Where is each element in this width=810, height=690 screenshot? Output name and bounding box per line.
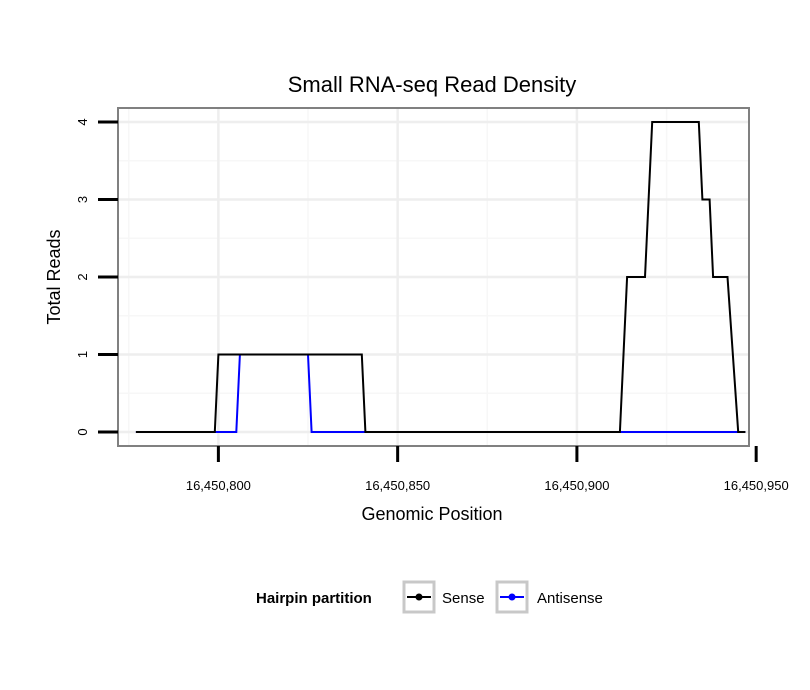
y-tick-label: 0 [75,428,90,435]
chart-title: Small RNA-seq Read Density [288,72,577,97]
legend-item-sense: Sense [402,580,485,614]
legend-item-antisense: Antisense [495,580,603,614]
x-tick-label: 16,450,950 [724,478,789,493]
legend-title: Hairpin partition [256,590,372,607]
y-tick-label: 2 [75,273,90,280]
y-tick-label: 1 [75,351,90,358]
y-axis: 0 1 2 3 4 [75,118,118,436]
y-axis-title: Total Reads [44,229,64,324]
legend-label-antisense: Antisense [537,590,603,607]
gridlines [118,108,749,446]
x-tick-label: 16,450,850 [365,478,430,493]
y-tick-label: 4 [75,118,90,125]
legend-key-antisense-point [508,593,516,601]
x-tick-label: 16,450,900 [544,478,609,493]
legend-key-sense-point [415,593,423,601]
plot-panel [117,107,750,447]
x-tick-label: 16,450,800 [186,478,251,493]
series-lines [135,121,746,433]
legend: Hairpin partition Sense Antisense [256,580,603,614]
x-axis-title: Genomic Position [361,504,502,524]
series-line-sense [135,121,746,433]
x-axis: 16,450,800 16,450,850 16,450,900 16,450,950 [186,446,789,493]
legend-label-sense: Sense [442,590,485,607]
y-tick-label: 3 [75,196,90,203]
